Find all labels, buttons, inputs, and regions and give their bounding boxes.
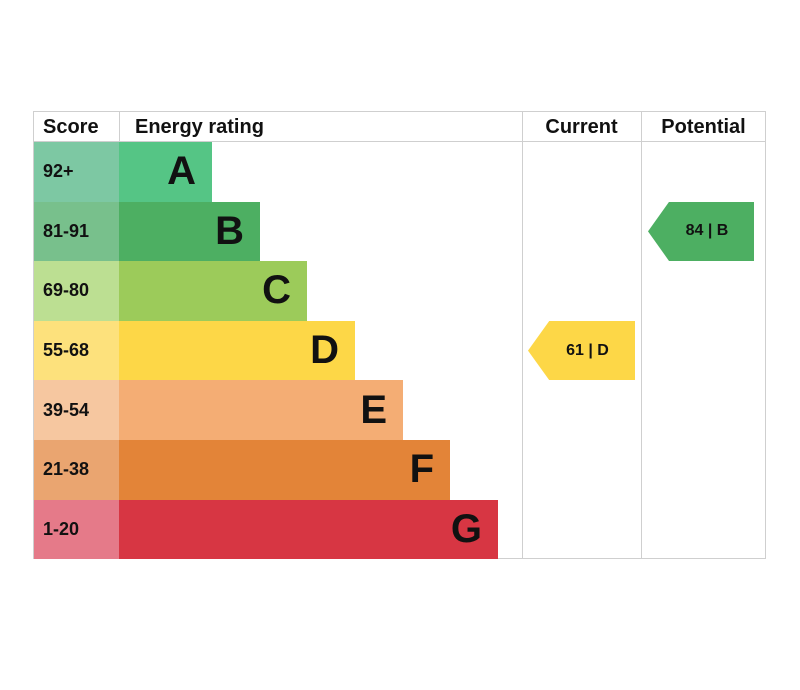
score-cell-a: 92+ (34, 142, 119, 202)
score-cell-d: 55-68 (34, 320, 119, 381)
header-divider (33, 141, 766, 142)
rating-bar-d: D (119, 320, 355, 381)
rating-bar-a: A (119, 142, 212, 202)
rating-bar-f: F (119, 440, 450, 500)
rating-bar-b: B (119, 201, 260, 262)
header-potential: Potential (661, 116, 746, 138)
potential-rating-arrow: 84 | B (648, 201, 754, 262)
header-energy-rating: Energy rating (135, 116, 264, 138)
rating-bar-g: G (119, 499, 498, 560)
score-cell-c: 69-80 (34, 261, 119, 321)
header-score: Score (43, 116, 99, 138)
divider (641, 111, 642, 559)
current-rating-label: 61 | D (566, 341, 609, 359)
current-rating-arrow: 61 | D (528, 320, 635, 381)
potential-rating-label: 84 | B (685, 222, 729, 240)
rating-bar-e: E (119, 380, 403, 440)
score-cell-g: 1-20 (34, 499, 119, 560)
divider (522, 111, 523, 559)
header-current: Current (545, 116, 618, 138)
score-cell-f: 21-38 (34, 440, 119, 500)
score-cell-e: 39-54 (34, 380, 119, 440)
rating-bar-c: C (119, 261, 307, 321)
score-cell-b: 81-91 (34, 201, 119, 262)
